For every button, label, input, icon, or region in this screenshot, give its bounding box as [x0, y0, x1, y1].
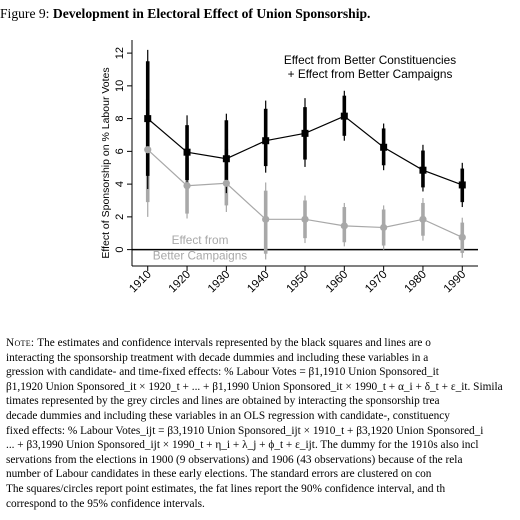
x-tick-label: 1930: [206, 269, 233, 296]
point-marker-square: [183, 148, 191, 156]
point-marker-square: [380, 143, 388, 151]
note-line-2: interacting the sponsorship treatment wi…: [6, 351, 429, 364]
point-marker-square: [458, 181, 466, 189]
series-points: [144, 112, 466, 241]
figure-note: Note: The estimates and confidence inter…: [6, 336, 520, 511]
point-marker-circle: [301, 215, 309, 223]
note-line-9: servations from the elections in 1900 (9…: [6, 453, 463, 466]
y-tick-label: 4: [114, 181, 126, 187]
y-tick-label: 12: [114, 47, 126, 59]
x-tick-label: 1910: [127, 269, 154, 296]
effect-chart: 0 2 4 6 8 10 12 1910 1920 1930 1940 1950 1960 1970 198…: [100, 40, 478, 296]
x-tick-label: 1940: [245, 269, 272, 296]
confidence-intervals: [145, 49, 465, 260]
y-tick-label: 6: [114, 148, 126, 154]
x-tick-label: 1960: [324, 269, 351, 296]
point-marker-circle: [458, 233, 466, 241]
x-tick-label: 1970: [363, 269, 390, 296]
note-line-12: correspond to the 95% confidence interva…: [6, 497, 205, 510]
legend-entry-line-1: Effect from Better Constituencies: [284, 53, 456, 67]
note-line-8: ... + β3,1990 Union Sponsored_ijt × 1990…: [6, 439, 479, 452]
point-marker-circle: [222, 179, 230, 187]
y-tick-label: 2: [114, 214, 126, 220]
point-marker-circle: [183, 182, 191, 190]
point-marker-square: [262, 137, 270, 145]
y-tick-label: 10: [114, 80, 126, 92]
point-marker-square: [340, 112, 348, 120]
note-line-11: The squares/circles report point estimat…: [6, 482, 446, 495]
chart-labels: Effect from Better Constituencies+ Effec…: [153, 53, 456, 262]
note-line-3: gression with candidate- and time-fixed …: [6, 366, 439, 379]
y-axis-label: Effect of Sponsorship on % Labour Votes: [100, 67, 112, 258]
figure-title: Figure 9: Development in Electoral Effec…: [0, 6, 520, 22]
x-tick-label: 1920: [167, 269, 194, 296]
x-tick-label: 1990: [442, 269, 469, 296]
point-marker-square: [301, 129, 309, 137]
note-line-4: β1,1920 Union Sponsored_it × 1920_t + ..…: [6, 380, 503, 393]
note-line-5: timates represented by the grey circles …: [6, 395, 440, 408]
note-line-10: number of Labour candidates in these ear…: [6, 468, 432, 481]
point-marker-circle: [340, 222, 348, 230]
point-marker-square: [419, 166, 427, 174]
point-marker-circle: [380, 223, 388, 232]
point-marker-circle: [144, 146, 152, 154]
note-line-6: decade dummies and including these varia…: [6, 409, 450, 422]
point-marker-square: [222, 155, 230, 163]
x-tick-label: 1980: [402, 269, 429, 296]
point-marker-square: [144, 115, 152, 123]
annotation-line-2: Better Campaigns: [153, 248, 248, 262]
note-label: Note:: [6, 337, 35, 349]
x-tick-label: 1950: [285, 269, 312, 296]
note-line-7: fixed effects: % Labour Votes_ijt = β3,1…: [6, 424, 484, 437]
point-marker-circle: [419, 215, 427, 223]
annotation-line-1: Effect from: [172, 233, 229, 247]
point-marker-circle: [262, 215, 270, 223]
note-line-1: Note: The estimates and confidence inter…: [6, 337, 431, 349]
y-tick-label: 8: [114, 116, 126, 122]
legend-entry-line-2: + Effect from Better Campaigns: [288, 67, 453, 81]
figure-label: Figure 9:: [0, 6, 50, 21]
figure-title-text: Development in Electoral Effect of Union…: [52, 6, 371, 21]
y-tick-label: 0: [114, 247, 126, 253]
